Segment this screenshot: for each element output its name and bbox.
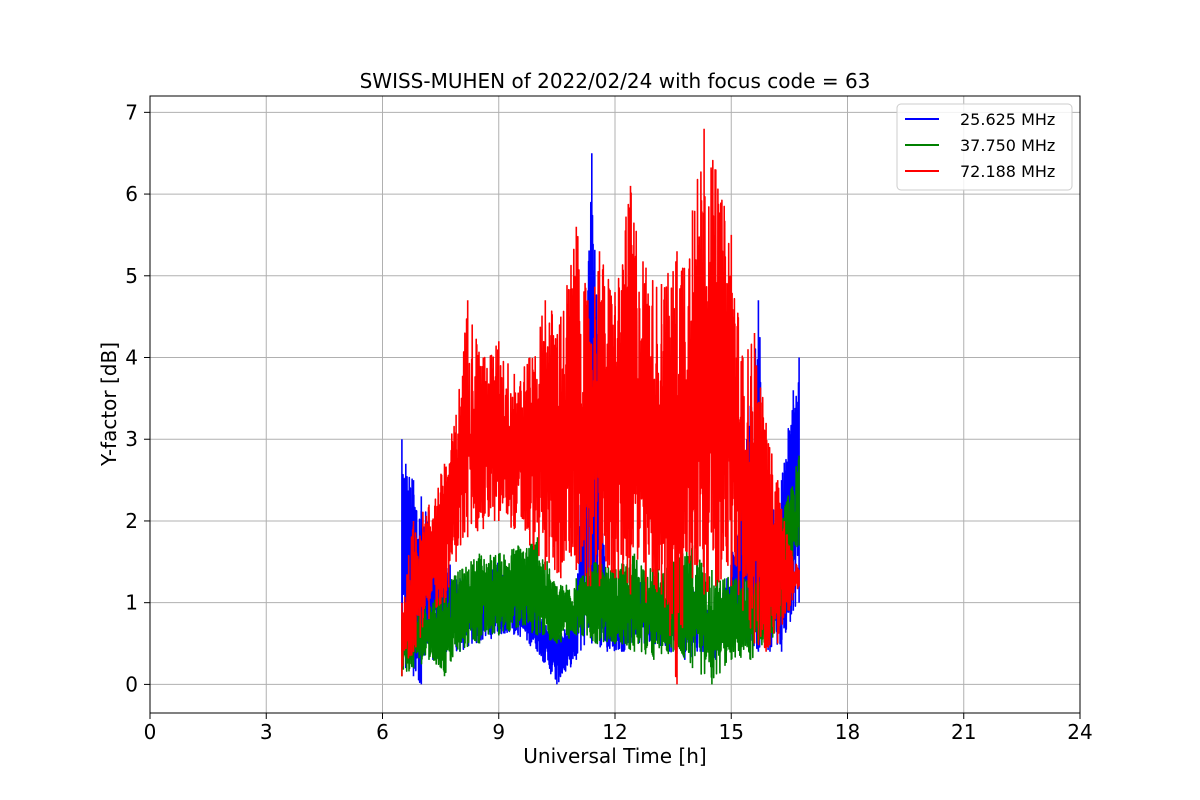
y-tick-label: 5 xyxy=(125,264,138,288)
legend-label-2: 72.188 MHz xyxy=(960,162,1055,181)
series-line-2 xyxy=(401,128,800,685)
x-tick-label: 24 xyxy=(1067,720,1092,744)
x-axis-label: Universal Time [h] xyxy=(523,744,706,768)
x-tick-label: 12 xyxy=(602,720,627,744)
y-tick-label: 1 xyxy=(125,591,138,615)
y-tick-label: 2 xyxy=(125,509,138,533)
x-tick-label: 0 xyxy=(144,720,157,744)
y-tick-label: 0 xyxy=(125,672,138,696)
x-tick-label: 18 xyxy=(835,720,860,744)
y-tick-label: 7 xyxy=(125,100,138,124)
chart-title: SWISS-MUHEN of 2022/02/24 with focus cod… xyxy=(360,69,871,93)
x-tick-label: 21 xyxy=(951,720,976,744)
legend: 25.625 MHz 37.750 MHz 72.188 MHz xyxy=(896,103,1073,191)
x-tick-label: 9 xyxy=(492,720,505,744)
x-tick-label: 3 xyxy=(260,720,273,744)
y-axis-label: Y-factor [dB] xyxy=(97,342,121,467)
x-tick-label: 6 xyxy=(376,720,389,744)
legend-label-0: 25.625 MHz xyxy=(960,110,1055,129)
y-tick-label: 3 xyxy=(125,427,138,451)
legend-label-1: 37.750 MHz xyxy=(960,136,1055,155)
y-tick-label: 4 xyxy=(125,346,138,370)
x-tick-label: 15 xyxy=(719,720,744,744)
y-tick-label: 6 xyxy=(125,182,138,206)
legend-box xyxy=(896,103,1073,191)
plot-area xyxy=(401,128,800,685)
